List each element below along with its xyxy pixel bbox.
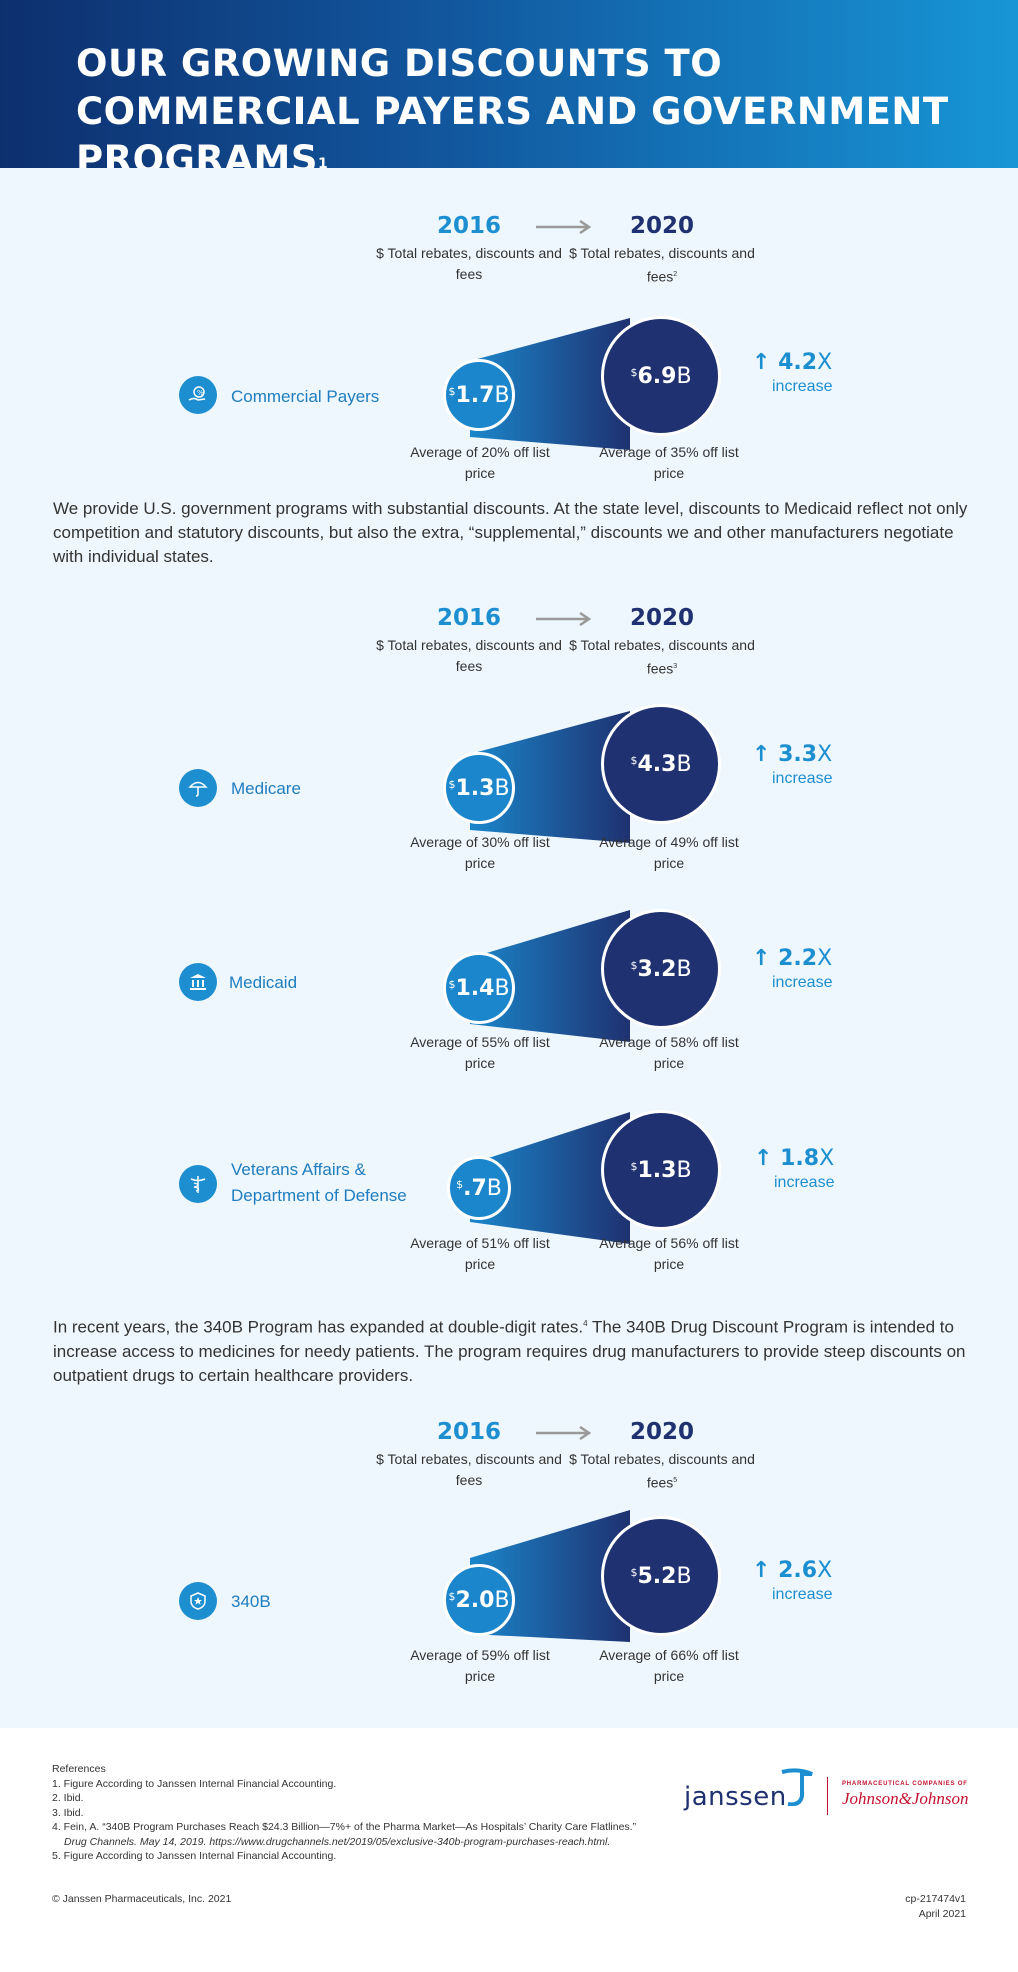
to-subtitle: $ Total rebates, discounts and fees2 bbox=[569, 245, 755, 285]
row-label: Commercial Payers bbox=[231, 387, 380, 406]
svg-text:%: % bbox=[197, 389, 204, 397]
growth-cone bbox=[470, 711, 630, 843]
avg-2020: Average of 66% off list price bbox=[599, 1647, 739, 1684]
value-2020: $6.9B bbox=[601, 316, 721, 436]
avg-2016: Average of 30% off list price bbox=[410, 834, 550, 871]
value-2016: $.7B bbox=[447, 1156, 511, 1220]
avg-2020: Average of 58% off list price bbox=[599, 1034, 739, 1071]
avg-2016: Average of 51% off list price bbox=[410, 1235, 550, 1272]
arrow-right-icon bbox=[536, 220, 592, 234]
avg-2020: Average of 56% off list price bbox=[599, 1235, 739, 1272]
to-year: 2020 bbox=[629, 213, 694, 239]
to-year: 2020 bbox=[629, 605, 694, 631]
from-year: 2016 bbox=[436, 213, 501, 239]
janssen-swoosh-icon bbox=[781, 1768, 813, 1806]
value-2020: $4.3B bbox=[601, 704, 721, 824]
shield-star-icon bbox=[179, 1582, 217, 1620]
references: References 1. Figure According to Jansse… bbox=[52, 1762, 652, 1864]
from-year: 2016 bbox=[436, 605, 501, 631]
from-subtitle: $ Total rebates, discounts and fees bbox=[376, 245, 562, 282]
from-year: 2016 bbox=[436, 1419, 501, 1445]
reference-item: 1. Figure According to Janssen Internal … bbox=[52, 1777, 337, 1790]
increase-badge: ↑ 2.6X increase bbox=[752, 1558, 833, 1603]
value-2020: $1.3B bbox=[601, 1110, 721, 1230]
umbrella-icon bbox=[179, 769, 217, 807]
avg-2016: Average of 20% off list price bbox=[410, 444, 550, 481]
document-id: cp-217474v1 April 2021 bbox=[905, 1893, 966, 1920]
janssen-logo: janssen bbox=[684, 1782, 787, 1812]
references-title: References bbox=[52, 1763, 106, 1775]
hand-money-icon: % bbox=[179, 376, 217, 414]
government-building-icon bbox=[179, 963, 217, 1001]
from-subtitle: $ Total rebates, discounts and fees bbox=[376, 637, 562, 674]
value-2016: $2.0B bbox=[443, 1564, 515, 1636]
reference-item: 3. Ibid. bbox=[52, 1806, 84, 1819]
arrow-right-icon bbox=[536, 1426, 592, 1440]
avg-2016: Average of 59% off list price bbox=[410, 1647, 550, 1684]
increase-badge: ↑ 2.2X increase bbox=[752, 946, 833, 991]
increase-badge: ↑ 1.8X increase bbox=[754, 1146, 835, 1191]
avg-2016: Average of 55% off list price bbox=[410, 1034, 550, 1071]
increase-badge: ↑ 4.2X increase bbox=[752, 350, 833, 395]
johnson-johnson-logo: Johnson&Johnson bbox=[842, 1789, 969, 1808]
value-2016: $1.4B bbox=[443, 952, 515, 1024]
avg-2020: Average of 35% off list price bbox=[599, 444, 739, 481]
avg-2020: Average of 49% off list price bbox=[599, 834, 739, 871]
row-label: 340B bbox=[231, 1592, 271, 1611]
value-2020: $3.2B bbox=[601, 909, 721, 1029]
growth-cone bbox=[470, 1112, 630, 1244]
value-2020: $5.2B bbox=[601, 1516, 721, 1636]
from-subtitle: $ Total rebates, discounts and fees bbox=[376, 1451, 562, 1488]
value-2016: $1.7B bbox=[443, 359, 515, 431]
reference-item: 4. Fein, A. “340B Program Purchases Reac… bbox=[52, 1821, 637, 1833]
caduceus-icon bbox=[179, 1165, 217, 1203]
growth-cone bbox=[470, 910, 630, 1042]
pharma-companies-text: PHARMACEUTICAL COMPANIES OF bbox=[842, 1781, 968, 1787]
value-2016: $1.3B bbox=[443, 752, 515, 824]
logo-divider bbox=[827, 1777, 828, 1815]
row-label: Veterans Affairs & Department of Defense bbox=[231, 1160, 407, 1205]
government-paragraph: We provide U.S. government programs with… bbox=[53, 499, 968, 566]
to-year: 2020 bbox=[629, 1419, 694, 1445]
row-label: Medicare bbox=[231, 779, 301, 798]
page-title: OUR GROWING DISCOUNTS TO COMMERCIAL PAYE… bbox=[76, 42, 949, 181]
growth-cone bbox=[470, 318, 630, 450]
header-banner: OUR GROWING DISCOUNTS TO COMMERCIAL PAYE… bbox=[0, 0, 1018, 181]
to-subtitle: $ Total rebates, discounts and fees3 bbox=[569, 637, 755, 677]
arrow-right-icon bbox=[536, 612, 592, 626]
copyright: © Janssen Pharmaceuticals, Inc. 2021 bbox=[52, 1893, 232, 1905]
340b-paragraph: In recent years, the 340B Program has ex… bbox=[53, 1317, 966, 1385]
increase-badge: ↑ 3.3X increase bbox=[752, 742, 833, 787]
to-subtitle: $ Total rebates, discounts and fees5 bbox=[569, 1451, 755, 1491]
reference-item: 2. Ibid. bbox=[52, 1792, 84, 1804]
reference-item-continuation: Drug Channels. May 14, 2019. https://www… bbox=[64, 1835, 611, 1848]
reference-item: 5. Figure According to Janssen Internal … bbox=[52, 1850, 337, 1862]
row-label: Medicaid bbox=[229, 973, 298, 992]
